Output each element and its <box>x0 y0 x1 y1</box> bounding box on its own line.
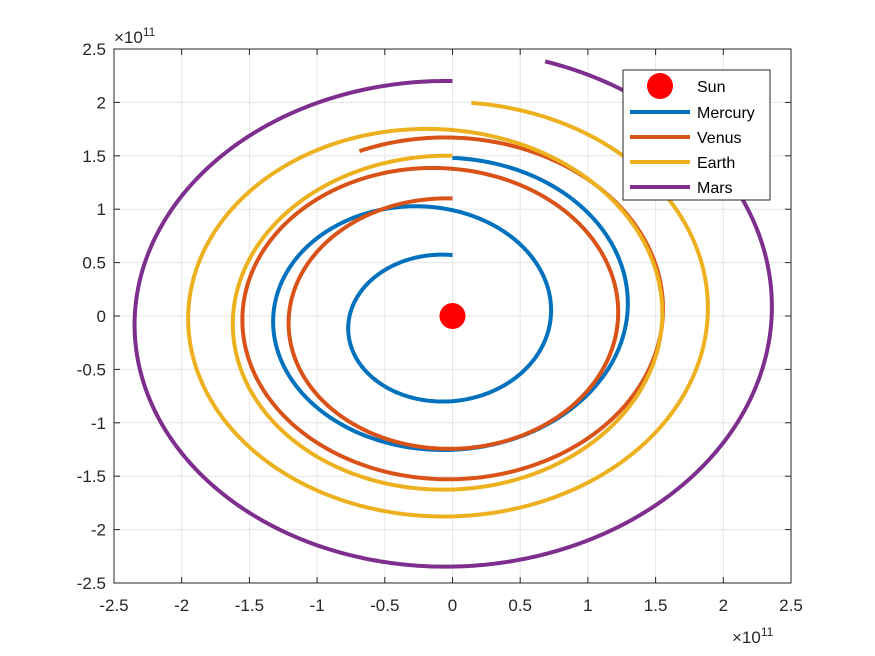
legend-label-mars: Mars <box>697 180 733 197</box>
y-tick-label: 1.5 <box>82 147 106 166</box>
series-line-mars <box>132 59 774 569</box>
y-tick-marks <box>114 48 791 584</box>
x-tick-label: 0 <box>448 596 457 615</box>
y-tick-label: 0.5 <box>82 254 106 273</box>
y-tick-label: -2.5 <box>77 574 106 593</box>
series-line-mercury <box>271 155 630 452</box>
series-line-earth <box>186 100 710 519</box>
x-tick-label: -1 <box>310 596 325 615</box>
series-lines <box>132 59 774 569</box>
x-tick-label: 2.5 <box>779 596 803 615</box>
y-exponent-label: ×1011 <box>114 25 156 47</box>
y-tick-label: 2 <box>97 93 106 112</box>
legend-sun-marker <box>647 73 673 99</box>
y-tick-label: -1.5 <box>77 467 106 486</box>
legend-label-sun: Sun <box>697 79 725 96</box>
legend-label-earth: Earth <box>697 155 735 172</box>
x-tick-marks <box>113 49 792 583</box>
legend-label-venus: Venus <box>697 130 741 147</box>
x-tick-label: -0.5 <box>370 596 399 615</box>
x-tick-label: 0.5 <box>508 596 532 615</box>
x-tick-label: -2.5 <box>99 596 128 615</box>
x-tick-label: -1.5 <box>235 596 264 615</box>
x-tick-label: 2 <box>719 596 728 615</box>
sun-marker <box>439 303 466 329</box>
legend: Sun Mercury Venus Earth Mars <box>622 69 771 201</box>
x-tick-label: 1.5 <box>644 596 668 615</box>
y-tick-label: 2.5 <box>82 40 106 59</box>
y-tick-label: -0.5 <box>77 360 106 379</box>
legend-label-mercury: Mercury <box>697 105 755 122</box>
y-tick-label: -2 <box>91 521 106 540</box>
x-tick-labels: -2.5 -2 -1.5 -1 -0.5 0 0.5 1 1.5 2 2.5 <box>99 596 802 615</box>
x-tick-label: 1 <box>583 596 592 615</box>
x-tick-label: -2 <box>174 596 189 615</box>
y-tick-labels: 2.5 2 1.5 1 0.5 0 -0.5 -1 -1.5 -2 -2.5 <box>77 40 106 593</box>
y-tick-label: -1 <box>91 414 106 433</box>
legend-series: Mercury Venus Earth Mars <box>630 105 755 197</box>
y-tick-label: 0 <box>97 307 106 326</box>
x-exponent-label: ×1011 <box>732 625 774 647</box>
y-tick-label: 1 <box>97 200 106 219</box>
